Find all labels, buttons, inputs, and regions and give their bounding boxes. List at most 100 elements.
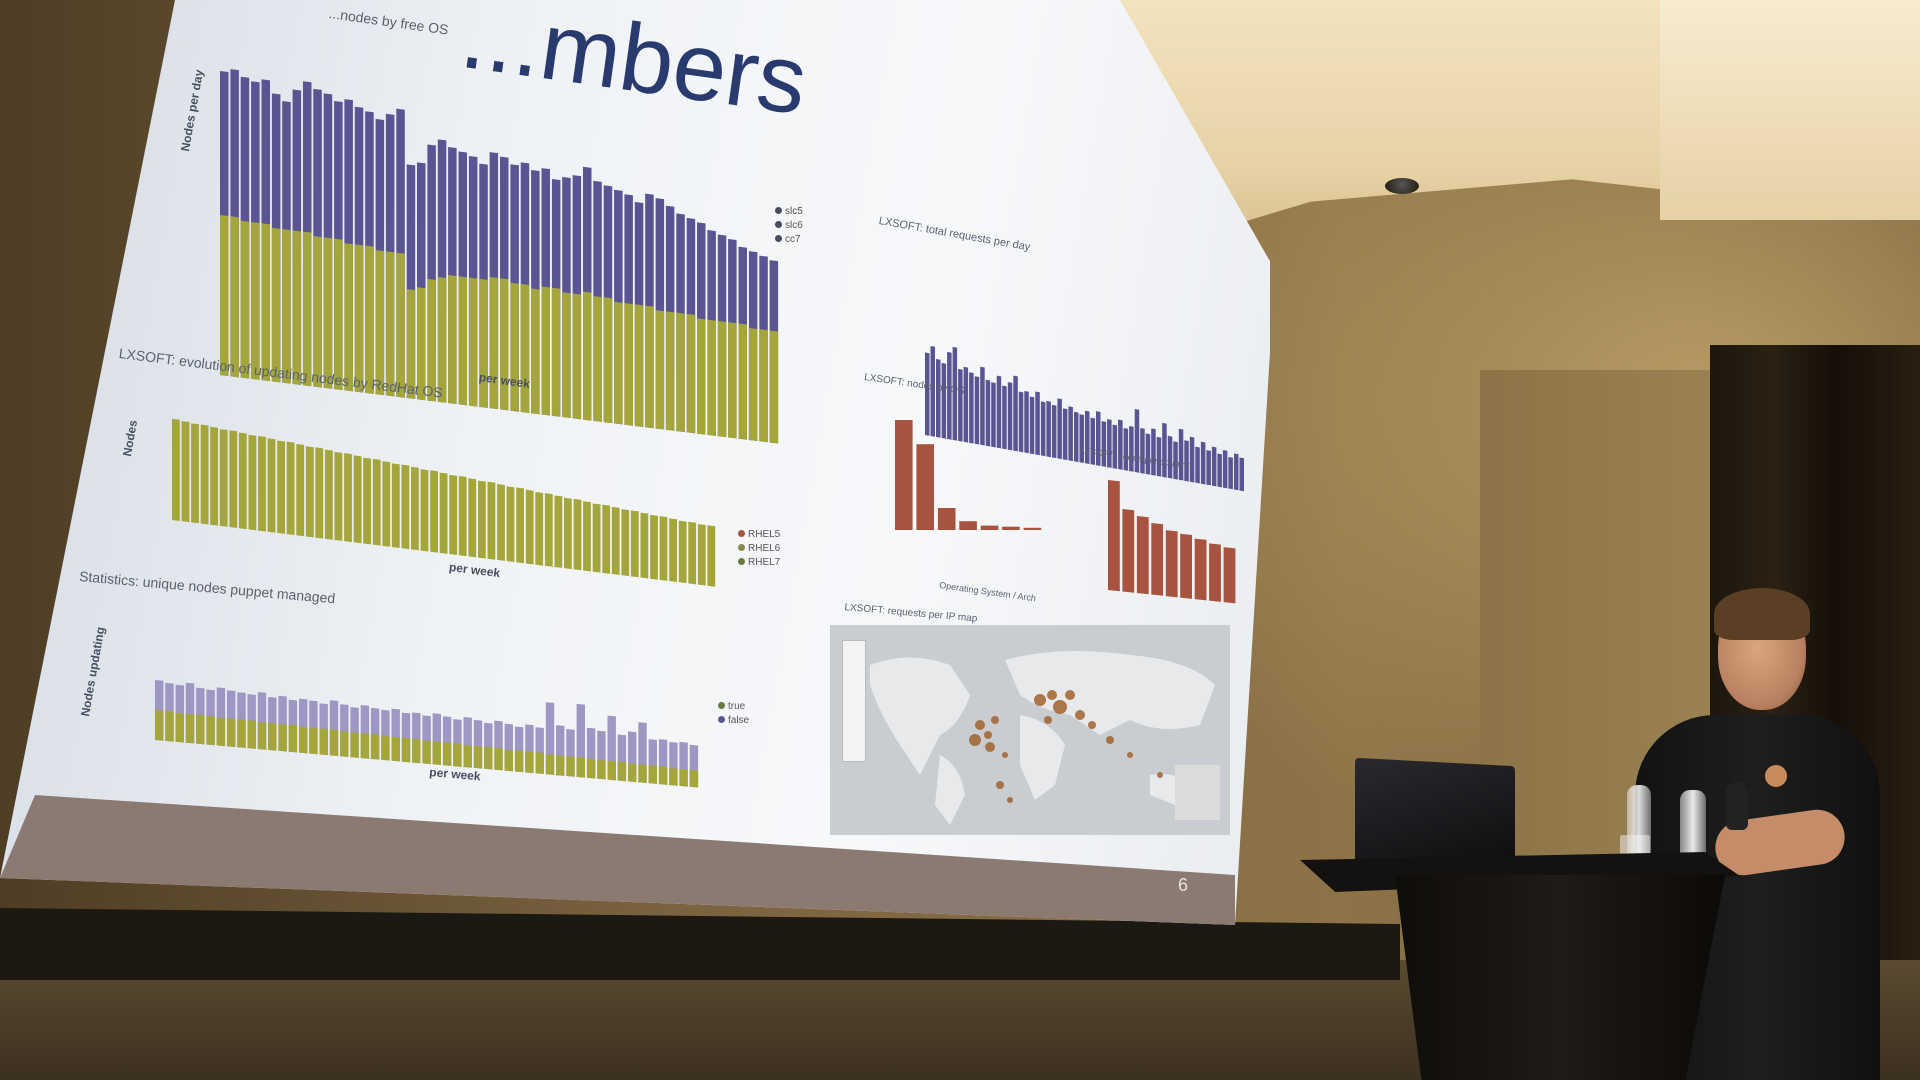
map-zoom-controls[interactable]	[842, 640, 866, 762]
bar-segment	[525, 751, 534, 774]
bar	[325, 449, 333, 540]
bar	[1040, 401, 1046, 457]
bar-segment	[473, 745, 483, 769]
bar	[210, 426, 219, 526]
bar-segment	[344, 243, 353, 392]
chart-mid-left	[172, 418, 716, 587]
bar	[1156, 436, 1162, 477]
bar	[191, 423, 199, 524]
bar	[1108, 480, 1120, 592]
bar-segment	[658, 766, 668, 785]
bar	[1228, 456, 1233, 490]
bar	[516, 487, 525, 564]
bar	[1145, 433, 1151, 475]
bar	[969, 372, 974, 444]
legend-item: RHEL7	[738, 556, 780, 570]
bar	[974, 376, 980, 445]
bar	[602, 504, 611, 574]
ceiling-recess	[1660, 0, 1920, 220]
bar	[1024, 391, 1029, 454]
bar-segment	[360, 732, 370, 759]
axis-label-mid-left-y: Nodes	[120, 418, 141, 458]
bar-segment	[597, 759, 606, 780]
bar	[650, 514, 658, 580]
bar	[1184, 440, 1189, 482]
bar-segment	[655, 310, 665, 430]
bar	[544, 493, 553, 567]
bar-segment	[551, 287, 561, 417]
bar	[525, 489, 534, 565]
bar	[937, 508, 956, 530]
bar	[630, 510, 639, 578]
bar	[688, 521, 697, 585]
bar-segment	[251, 222, 260, 380]
bar	[1209, 543, 1221, 602]
legend-item: cc7	[775, 233, 803, 247]
bar-segment	[634, 304, 644, 427]
bar-segment	[155, 710, 164, 741]
laptop	[1355, 757, 1515, 872]
bar-segment	[717, 320, 727, 438]
panel-title-top-left: ...nodes by free OS	[327, 5, 450, 38]
bar	[959, 521, 977, 530]
bar	[229, 430, 238, 529]
bar	[1074, 411, 1079, 463]
bar	[592, 503, 601, 573]
bar	[363, 457, 371, 545]
bar-segment	[614, 301, 623, 425]
bar-segment	[271, 227, 281, 383]
bar	[640, 512, 649, 579]
bar-segment	[442, 742, 452, 766]
bar	[1029, 396, 1035, 455]
bar	[1118, 419, 1123, 470]
bar-segment	[206, 715, 215, 746]
bar-segment	[288, 724, 298, 753]
bar	[277, 440, 285, 534]
bar	[1239, 457, 1244, 492]
bar	[678, 520, 687, 584]
chart-top-right	[925, 345, 1244, 492]
bar	[980, 366, 985, 446]
axis-label-mid-left-x: per week	[448, 560, 501, 581]
bar	[1195, 446, 1200, 484]
bar-segment	[391, 736, 400, 762]
bar-segment	[453, 743, 462, 767]
bar-segment	[489, 276, 499, 410]
bar	[468, 478, 477, 558]
bar-segment	[370, 733, 380, 760]
bar	[1165, 530, 1178, 598]
bar-segment	[576, 756, 586, 778]
bar	[420, 469, 429, 552]
bar-segment	[648, 765, 658, 784]
bar	[238, 432, 247, 530]
bar	[181, 421, 190, 523]
presenter-hair	[1714, 588, 1810, 640]
bar	[916, 444, 934, 530]
legend-item: false	[718, 714, 749, 728]
bar	[1234, 453, 1239, 491]
bar-segment	[422, 740, 431, 765]
bar	[1223, 547, 1236, 604]
bar-segment	[607, 760, 616, 781]
bar	[439, 472, 448, 554]
bar-segment	[676, 312, 685, 433]
bar-segment	[365, 245, 374, 394]
bar	[1112, 424, 1118, 469]
bar	[200, 424, 209, 525]
bar	[305, 446, 314, 538]
bar-segment	[247, 720, 256, 749]
bar-segment	[759, 329, 768, 443]
bar	[382, 461, 391, 547]
bar	[991, 382, 996, 448]
projected-slide: ...mbers ...nodes by free OS Nodes per d…	[0, 0, 1270, 925]
bar	[458, 476, 467, 557]
axis-label-top-left-y: Nodes per day	[178, 68, 207, 153]
bar	[621, 509, 630, 577]
bar-segment	[432, 741, 442, 766]
bar-segment	[531, 288, 540, 415]
panel-title-top-right: LXSOFT: total requests per day	[877, 215, 1032, 254]
bar	[1217, 453, 1222, 488]
legend-mid-left: RHEL5 RHEL6 RHEL7	[738, 528, 780, 570]
legend-item: RHEL5	[738, 528, 780, 542]
bar	[947, 351, 952, 440]
